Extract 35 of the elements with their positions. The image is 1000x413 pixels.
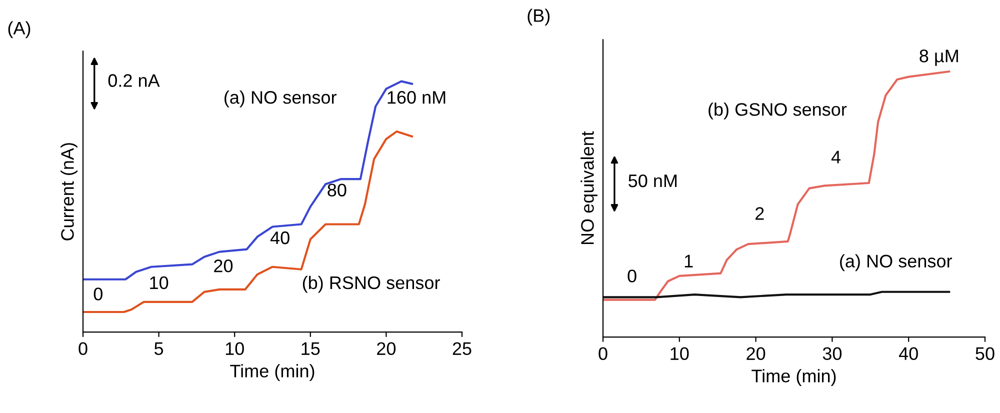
- chart-title: (A): [8, 21, 30, 38]
- annotation: 40: [270, 231, 290, 244]
- annotation: 10: [150, 276, 168, 290]
- y-axis-title: Current (nA): [60, 143, 78, 240]
- x-tick-label: 50: [976, 347, 994, 360]
- x-tick-label: 40: [898, 347, 918, 360]
- text: 8 µM: [920, 50, 958, 66]
- y-axis-title: NO equivalent: [580, 131, 598, 244]
- annotation: 0.2 nA: [108, 74, 160, 87]
- annotation: 2: [756, 207, 764, 220]
- x-tick-label: 10: [226, 342, 244, 356]
- annotation: 0: [628, 270, 636, 282]
- text: (a) NO sensor: [224, 90, 336, 108]
- chart-title: (B): [528, 8, 550, 26]
- x-tick-label: 15: [302, 342, 320, 356]
- series-label: (b) RSNO sensor: [302, 276, 440, 293]
- x-tick-label: 20: [377, 342, 396, 356]
- x-tick-label: 0: [598, 347, 608, 360]
- x-tick-label: 10: [670, 347, 689, 360]
- series-label: (b) GSNO sensor: [708, 102, 847, 120]
- annotation: 1: [684, 254, 693, 268]
- annotation: 50 nM: [628, 174, 677, 188]
- x-axis-title: Time (min): [752, 369, 836, 386]
- annotation: 4: [831, 150, 841, 164]
- annotation: 160 nM: [388, 91, 446, 104]
- annotation: 20: [214, 260, 233, 272]
- series-label: (a) NO sensor: [840, 254, 952, 272]
- annotation: 80: [328, 184, 346, 196]
- x-tick-label: 0: [78, 342, 88, 356]
- x-tick-label: 25: [452, 342, 472, 356]
- x-axis-title: Time (min): [230, 364, 314, 381]
- x-tick-label: 20: [746, 347, 766, 360]
- x-tick-label: 30: [822, 347, 842, 360]
- annotation: 0: [94, 288, 102, 300]
- x-tick-label: 5: [154, 342, 164, 356]
